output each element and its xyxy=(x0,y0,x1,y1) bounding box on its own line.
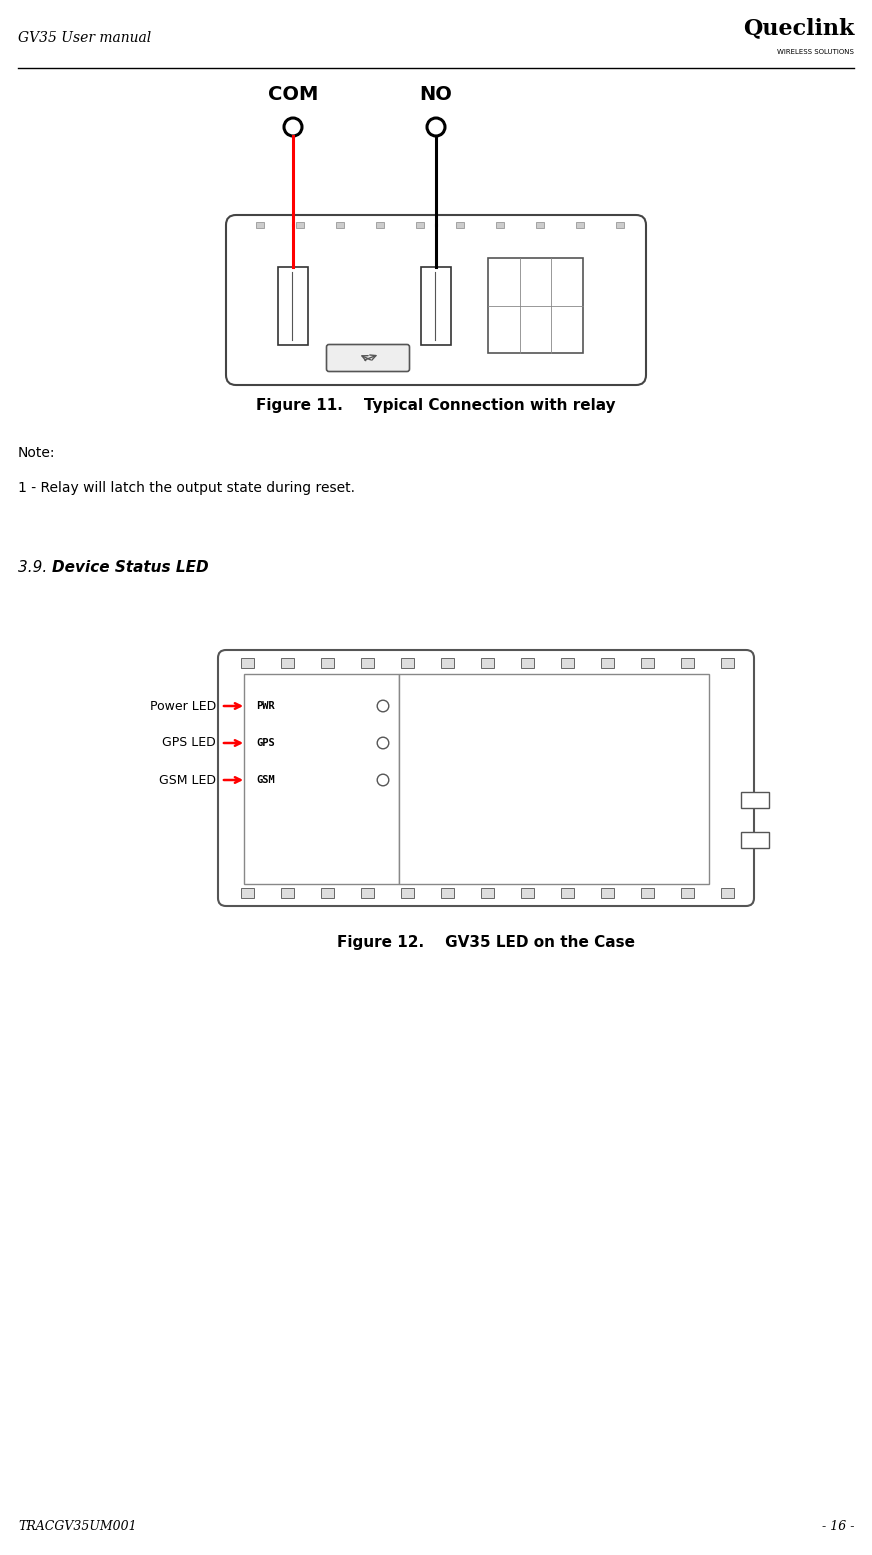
Bar xyxy=(361,888,374,897)
Bar xyxy=(721,658,734,669)
Bar xyxy=(641,658,654,669)
Bar xyxy=(681,888,694,897)
Text: Note:: Note: xyxy=(18,446,56,460)
Bar xyxy=(721,888,734,897)
Bar xyxy=(321,658,334,669)
Text: NO: NO xyxy=(419,86,453,104)
Bar xyxy=(376,222,384,229)
Text: GSM: GSM xyxy=(256,774,275,785)
Bar xyxy=(401,658,414,669)
Text: GSM LED: GSM LED xyxy=(159,773,216,787)
Bar xyxy=(561,888,574,897)
Bar xyxy=(441,888,454,897)
Bar xyxy=(278,267,308,345)
Circle shape xyxy=(378,737,389,750)
FancyBboxPatch shape xyxy=(326,345,410,372)
Bar xyxy=(488,258,583,353)
Bar xyxy=(401,888,414,897)
Bar xyxy=(241,658,254,669)
Bar xyxy=(361,658,374,669)
Bar xyxy=(281,658,294,669)
Bar xyxy=(296,222,304,229)
Bar xyxy=(321,888,334,897)
Bar xyxy=(521,888,534,897)
Bar xyxy=(741,832,769,847)
Text: 1 - Relay will latch the output state during reset.: 1 - Relay will latch the output state du… xyxy=(18,480,355,494)
Bar xyxy=(416,222,424,229)
Bar xyxy=(576,222,584,229)
Text: - 16 -: - 16 - xyxy=(821,1521,854,1533)
Bar xyxy=(601,888,614,897)
Text: GPS LED: GPS LED xyxy=(162,737,216,750)
Text: WIRELESS SOLUTIONS: WIRELESS SOLUTIONS xyxy=(777,50,854,54)
Text: Device Status LED: Device Status LED xyxy=(52,560,208,575)
Bar xyxy=(336,222,344,229)
Text: Queclink: Queclink xyxy=(743,17,854,39)
Text: Figure 11.    Typical Connection with relay: Figure 11. Typical Connection with relay xyxy=(256,398,616,412)
Bar xyxy=(496,222,504,229)
Circle shape xyxy=(378,700,389,712)
Bar xyxy=(456,222,464,229)
Bar xyxy=(481,658,494,669)
Text: GV35 User manual: GV35 User manual xyxy=(18,31,151,45)
Bar xyxy=(481,888,494,897)
Circle shape xyxy=(284,118,302,135)
Bar xyxy=(536,222,544,229)
Bar xyxy=(421,267,451,345)
Bar xyxy=(281,888,294,897)
Bar xyxy=(521,658,534,669)
Bar xyxy=(641,888,654,897)
Circle shape xyxy=(427,118,445,135)
FancyBboxPatch shape xyxy=(218,650,754,907)
Bar xyxy=(399,673,709,883)
Text: GPS: GPS xyxy=(256,739,275,748)
Bar xyxy=(241,888,254,897)
Text: COM: COM xyxy=(268,86,318,104)
Bar xyxy=(741,791,769,809)
Bar xyxy=(561,658,574,669)
FancyBboxPatch shape xyxy=(226,215,646,386)
Text: Power LED: Power LED xyxy=(150,700,216,712)
Bar xyxy=(244,673,399,883)
Text: TRACGV35UM001: TRACGV35UM001 xyxy=(18,1521,137,1533)
Bar xyxy=(256,222,264,229)
Text: Figure 12.    GV35 LED on the Case: Figure 12. GV35 LED on the Case xyxy=(337,936,635,950)
Text: 3.9.: 3.9. xyxy=(18,560,52,575)
Text: PWR: PWR xyxy=(256,701,275,711)
Bar xyxy=(601,658,614,669)
Circle shape xyxy=(378,774,389,785)
Bar xyxy=(441,658,454,669)
Bar xyxy=(616,222,624,229)
Bar xyxy=(681,658,694,669)
